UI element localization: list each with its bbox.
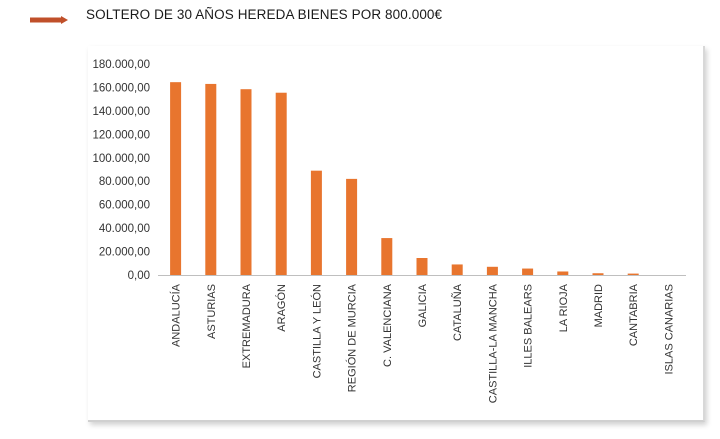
page-title: SOLTERO DE 30 AÑOS HEREDA BIENES POR 800…	[86, 7, 443, 22]
bar-chart: 0,00 20.000,00 40.000,00 60.000,00 80.000,00…	[92, 59, 686, 403]
bar	[592, 273, 604, 275]
bar	[522, 268, 534, 275]
x-tick-label: CATALUÑA	[451, 283, 464, 341]
y-tick-label: 0,00	[128, 270, 150, 282]
x-tick-label: CASTILLA Y LEÓN	[310, 284, 323, 378]
y-tick-label: 140.000,00	[92, 106, 150, 118]
bar	[557, 271, 569, 275]
x-tick-label: GALICIA	[417, 283, 429, 327]
bar	[451, 264, 463, 275]
bar	[381, 238, 393, 275]
bar	[416, 258, 428, 275]
bar	[310, 170, 322, 275]
x-tick-label: ISLAS CANARIAS	[663, 284, 675, 374]
x-tick-label: EXTREMADURA	[241, 283, 253, 368]
y-tick-label: 180.000,00	[92, 59, 150, 71]
y-tick-label: 20.000,00	[99, 247, 150, 259]
bar-series	[170, 82, 639, 275]
x-tick-label: CANTABRIA	[628, 283, 640, 346]
y-axis: 0,00 20.000,00 40.000,00 60.000,00 80.000,00…	[92, 59, 150, 282]
y-tick-label: 100.000,00	[92, 153, 150, 165]
x-tick-label: REGIÓN DE MURCIA	[346, 283, 359, 392]
y-tick-label: 120.000,00	[92, 129, 150, 141]
bar	[486, 266, 498, 275]
bar	[205, 83, 217, 275]
y-tick-label: 160.000,00	[92, 82, 150, 94]
x-tick-label: ANDALUCÍA	[170, 283, 183, 347]
x-tick-label: ARAGÓN	[275, 284, 288, 332]
y-tick-label: 40.000,00	[99, 223, 150, 235]
chart-panel: 0,00 20.000,00 40.000,00 60.000,00 80.000,00…	[88, 46, 705, 422]
bar	[346, 178, 358, 275]
bar	[627, 273, 639, 275]
x-tick-label: MADRID	[593, 284, 605, 327]
x-tick-label: LA RIOJA	[558, 283, 570, 332]
bar	[170, 82, 182, 275]
x-tick-label: ILLES BALEARS	[523, 284, 535, 368]
x-tick-label: CASTILLA-LA MANCHA	[487, 283, 499, 403]
bar	[240, 89, 252, 275]
right-arrow-icon	[30, 16, 68, 24]
bar	[275, 92, 287, 275]
y-tick-label: 60.000,00	[99, 200, 150, 212]
y-tick-label: 80.000,00	[99, 176, 150, 188]
x-axis: ANDALUCÍA ASTURIAS EXTREMADURA ARAGÓN CASTIL…	[158, 275, 686, 403]
x-tick-label: ASTURIAS	[206, 284, 218, 339]
x-tick-label: C. VALENCIANA	[382, 283, 394, 367]
